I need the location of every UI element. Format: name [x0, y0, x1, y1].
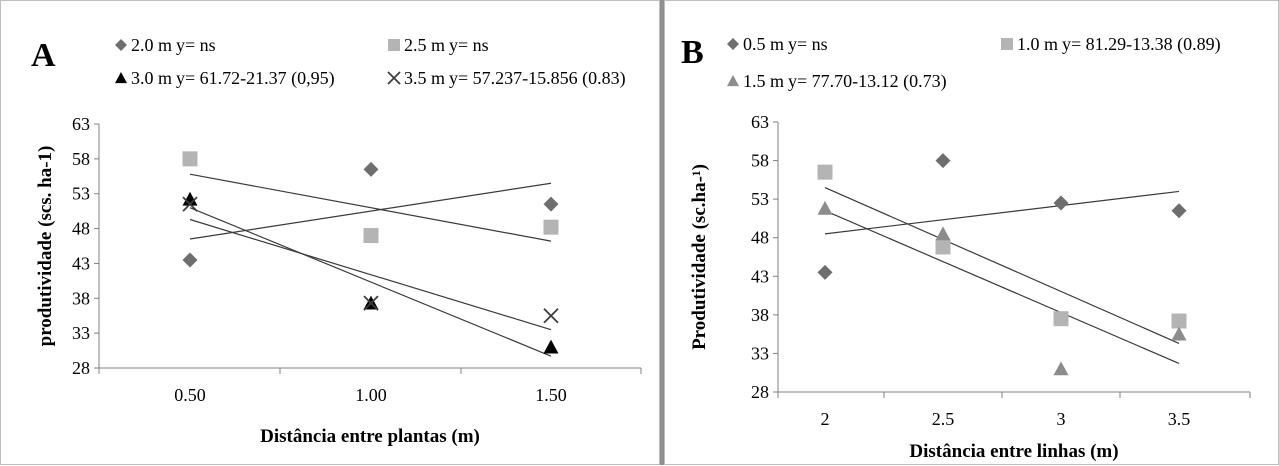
trendline-diamond — [824, 190, 1180, 235]
data-point-x — [363, 295, 379, 311]
legend-equation: y= 57.237-15.856 (0.83) — [449, 68, 626, 89]
x-tick-label: 1.00 — [355, 385, 387, 405]
panel-letter: A — [31, 37, 56, 74]
data-point-triangle — [543, 339, 559, 354]
legend-series-name: 3.0 m — [131, 68, 172, 88]
legend-marker-diamond — [115, 39, 127, 51]
y-axis-title: produtividade (scs. ha-1) — [35, 146, 56, 347]
legend-series-name: 2.0 m — [131, 35, 172, 55]
legend-equation: y= ns — [788, 34, 828, 54]
trendline-triangle — [824, 210, 1180, 365]
data-point-x — [182, 196, 198, 212]
data-point-x — [543, 308, 559, 324]
legend-equation: y= 61.72-21.37 (0,95) — [176, 68, 335, 89]
data-point-triangle — [182, 191, 198, 206]
legend-marker-triangle — [115, 72, 127, 84]
data-point-triangle — [935, 226, 951, 241]
data-point-triangle — [1053, 361, 1069, 376]
legend-equation: y= 77.70-13.12 (0.73) — [788, 71, 947, 92]
y-tick-label: 28 — [751, 382, 769, 402]
data-point-square — [543, 219, 559, 235]
data-point-diamond — [363, 161, 379, 177]
trendline-diamond — [189, 182, 552, 240]
y-tick-label: 58 — [751, 151, 769, 171]
chart-panel-a: A 2.0 m y= ns 2.5 m y= ns 3.0 m y= 61.72-21.37… — [0, 0, 660, 465]
legend-equation: y= ns — [176, 35, 216, 55]
y-tick-label: 58 — [72, 149, 90, 169]
x-tick-label: 0.50 — [174, 385, 206, 405]
y-tick-label: 53 — [72, 184, 90, 204]
data-point-square — [1171, 313, 1187, 329]
legend-series-name: 1.0 m — [1017, 34, 1058, 54]
panel-letter: B — [681, 34, 704, 71]
trendline-x — [189, 218, 552, 331]
data-point-diamond — [935, 153, 951, 169]
chart-b-svg: B 0.5 m y= ns 1.0 m y= 81.29-13.38 (0.89) 1.5… — [681, 34, 1251, 462]
y-tick-label: 28 — [72, 358, 90, 378]
x-tick-label: 3 — [1057, 409, 1066, 429]
y-tick-label: 43 — [751, 266, 769, 286]
trendline-square — [824, 187, 1180, 344]
y-tick-label: 33 — [751, 343, 769, 363]
y-tick-label: 63 — [72, 114, 90, 134]
y-tick-label: 48 — [72, 219, 90, 239]
data-point-triangle — [817, 200, 833, 215]
legend-marker-triangle — [727, 75, 739, 87]
panel-divider — [660, 0, 664, 465]
legend-series-name: 0.5 m — [743, 34, 784, 54]
legend-equation: y= 81.29-13.38 (0.89) — [1062, 34, 1221, 55]
x-axis-title: Distância entre linhas (m) — [909, 441, 1118, 462]
y-tick-label: 38 — [751, 305, 769, 325]
y-tick-label: 63 — [751, 112, 769, 132]
data-point-diamond — [1171, 203, 1187, 219]
data-point-square — [363, 228, 379, 244]
data-point-diamond — [543, 196, 559, 212]
chart-a-svg: A 2.0 m y= ns 2.5 m y= ns3.0 m y= 61.72-21.37… — [31, 35, 642, 447]
legend-series-name: 1.5 m — [743, 71, 784, 91]
y-tick-label: 33 — [72, 323, 90, 343]
y-tick-label: 53 — [751, 189, 769, 209]
x-tick-label: 2 — [821, 409, 830, 429]
data-point-triangle — [1171, 326, 1187, 341]
x-tick-label: 3.5 — [1168, 409, 1191, 429]
data-point-diamond — [1053, 195, 1069, 211]
y-tick-label: 43 — [72, 253, 90, 273]
trendline-square — [189, 173, 552, 242]
y-axis-title: Produtividade (sc.ha-¹) — [689, 164, 710, 350]
legend-series-name: 2.5 m — [404, 35, 445, 55]
data-point-square — [1053, 311, 1069, 327]
chart-panel-b: B 0.5 m y= ns 1.0 m y= 81.29-13.38 (0.89) 1.5… — [664, 0, 1279, 465]
x-tick-label: 2.5 — [932, 409, 955, 429]
x-tick-label: 1.50 — [535, 385, 567, 405]
legend-marker-square — [1001, 38, 1013, 50]
legend-marker-diamond — [727, 38, 739, 50]
data-point-square — [935, 239, 951, 255]
x-axis-title: Distância entre plantas (m) — [260, 426, 480, 447]
data-point-square — [182, 151, 198, 167]
legend-marker-square — [388, 39, 400, 51]
legend-series-name: 3.5 m — [404, 68, 445, 88]
legend-equation: y= ns — [449, 35, 489, 55]
data-point-diamond — [817, 264, 833, 280]
legend-marker-x — [387, 71, 401, 85]
trendline-triangle — [189, 207, 552, 357]
y-tick-label: 38 — [72, 288, 90, 308]
data-point-diamond — [182, 252, 198, 268]
data-point-square — [817, 164, 833, 180]
y-tick-label: 48 — [751, 228, 769, 248]
